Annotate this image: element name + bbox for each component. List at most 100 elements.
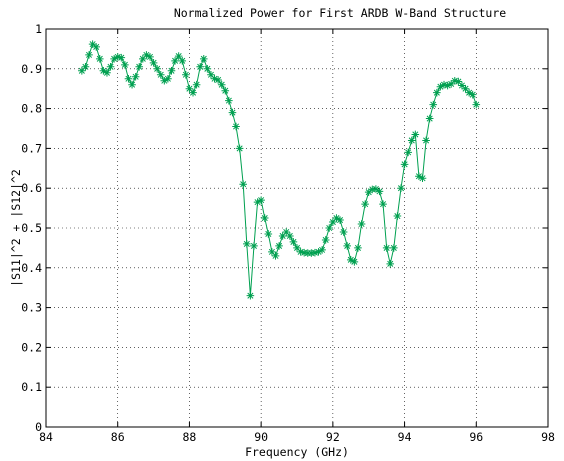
data-point [235, 144, 244, 153]
x-tick-labels: 84 86 88 90 92 94 96 98 [39, 430, 555, 444]
data-point [411, 130, 420, 139]
data-point [260, 214, 269, 222]
data-point [196, 63, 204, 71]
data-point [443, 81, 452, 90]
data-point [95, 55, 104, 63]
data-point [343, 242, 351, 250]
data-point [92, 43, 100, 51]
y-tick-labels: 0 0.1 0.2 0.3 0.4 0.5 0.6 0.7 0.8 0.9 1 [21, 22, 42, 434]
data-point [78, 66, 86, 75]
data-point [178, 57, 187, 65]
y-tick-label: 0.3 [21, 301, 42, 315]
data-point [390, 244, 398, 252]
data-point [296, 248, 305, 256]
data-point [171, 57, 179, 65]
y-tick-label: 0.7 [21, 141, 42, 155]
data-point [232, 122, 240, 131]
data-point [278, 232, 287, 240]
data-point [253, 198, 262, 206]
data-point [386, 260, 395, 268]
data-point [393, 212, 402, 220]
data-point [321, 236, 330, 244]
plot-area [46, 29, 548, 427]
data-point [139, 55, 147, 63]
data-point [153, 65, 161, 73]
data-point [192, 80, 201, 89]
chart-title: Normalized Power for First ARDB W-Band S… [174, 6, 506, 20]
data-point [117, 53, 126, 62]
data-point [382, 244, 391, 252]
data-point [85, 51, 93, 59]
data-point [465, 88, 473, 97]
data-point [379, 200, 387, 208]
data-point [189, 88, 197, 97]
data-point [275, 242, 283, 250]
data-point [99, 66, 108, 75]
data-point [174, 52, 183, 60]
data-point [364, 188, 373, 196]
data-point [160, 76, 169, 85]
data-point [225, 96, 233, 105]
data-point [311, 248, 319, 257]
data-point [124, 74, 133, 83]
y-tick-label: 0 [35, 420, 42, 434]
data-point [257, 196, 265, 204]
data-point [472, 100, 481, 109]
data-point [400, 160, 409, 169]
x-tick-label: 94 [398, 430, 412, 444]
data-point [142, 51, 151, 59]
y-tick-label: 0.1 [21, 380, 42, 394]
data-point [375, 187, 384, 196]
x-tick-label: 88 [182, 430, 196, 444]
data-point [214, 76, 222, 84]
data-point [289, 238, 298, 246]
x-tick-label: 92 [326, 430, 340, 444]
data-point [268, 248, 276, 256]
data-point [407, 136, 416, 145]
data-point [106, 63, 115, 71]
data-point [167, 66, 176, 75]
data-point [397, 184, 405, 192]
data-point [146, 53, 154, 61]
data-point [332, 214, 341, 222]
data-point [329, 218, 337, 226]
x-tick-label: 90 [254, 430, 268, 444]
y-tick-label: 0.8 [21, 102, 42, 116]
data-point [425, 114, 434, 123]
data-point [217, 80, 226, 89]
data-point [354, 244, 362, 252]
data-point [436, 82, 445, 91]
data-point [149, 59, 158, 67]
data-point [450, 76, 459, 85]
data-point [88, 40, 97, 48]
data-point [350, 258, 359, 266]
data-point [81, 63, 90, 71]
series-markers [78, 40, 481, 300]
data-point [203, 65, 212, 73]
data-point [314, 248, 323, 256]
data-point [447, 80, 455, 88]
data-point [135, 63, 144, 71]
data-point [207, 70, 215, 79]
data-point [336, 216, 344, 224]
y-tick-label: 0.6 [21, 181, 42, 195]
y-tick-label: 1 [35, 22, 42, 36]
data-point [282, 228, 291, 236]
data-point [210, 74, 219, 83]
data-point [357, 220, 366, 228]
data-point [372, 185, 380, 193]
data-point [103, 68, 111, 77]
data-point [113, 53, 122, 61]
axis-ticks [45, 28, 549, 428]
data-point [131, 72, 140, 81]
data-point [121, 61, 129, 69]
y-tick-label: 0.9 [21, 62, 42, 76]
x-tick-label: 98 [541, 430, 555, 444]
data-point [250, 242, 258, 250]
data-point [454, 77, 463, 86]
data-point [228, 108, 237, 117]
data-point [325, 224, 334, 232]
data-point [418, 174, 427, 183]
data-point [422, 136, 430, 145]
